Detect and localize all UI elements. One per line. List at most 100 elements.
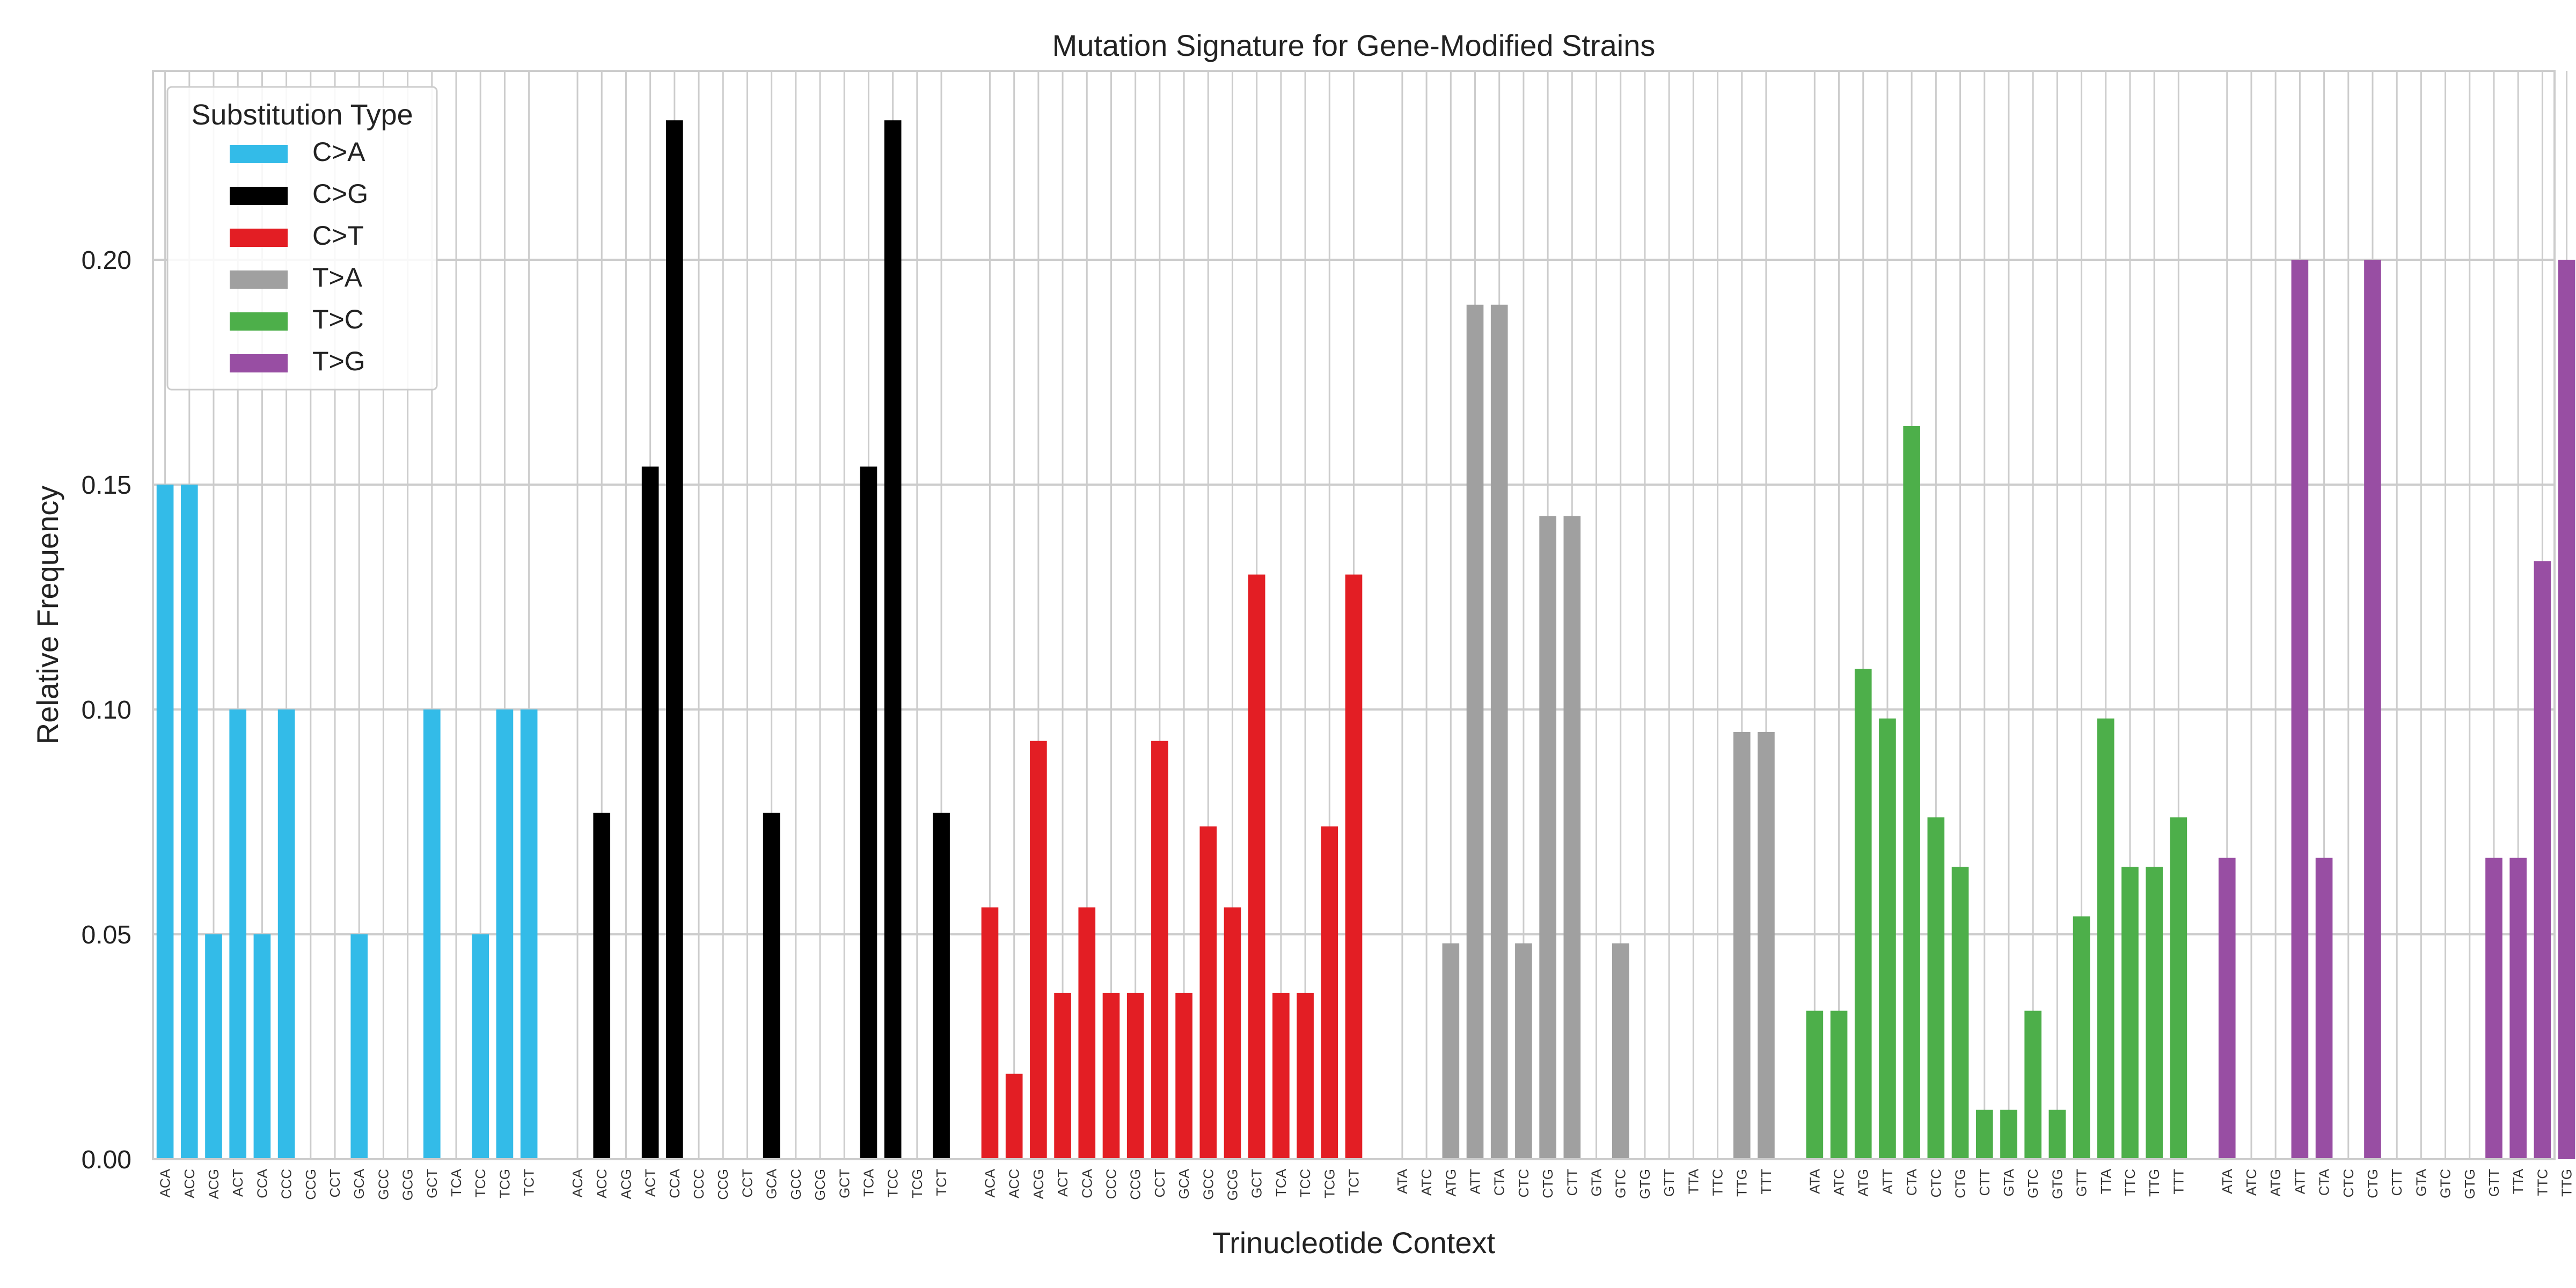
x-tick-label: GTA [2413,1168,2429,1196]
y-axis-label: Relative Frequency [31,486,64,744]
bar-C>T-ACG [1030,741,1047,1159]
x-tick-label: ACA [982,1168,998,1197]
bar-T>C-TTC [2121,867,2139,1159]
x-tick-label: CTA [2316,1168,2332,1196]
x-tick-label: CCG [715,1169,731,1200]
legend: Substitution Type C>A C>G C>T T>A T>C T>G [166,86,438,391]
x-tick-label: GCA [1176,1168,1192,1199]
bar-C>G-CCA [666,120,683,1159]
x-tick-label: TTA [2510,1168,2526,1194]
bar-C>T-ACA [981,907,999,1159]
bar-C>G-TCT [933,813,950,1159]
bar-C>A-CCA [253,934,271,1159]
bar-C>T-TCC [1297,992,1314,1159]
bar-C>T-TCA [1272,992,1290,1159]
x-tick-label: ACG [1030,1169,1046,1199]
x-tick-label: GCA [351,1168,367,1199]
x-tick-label: CTT [2389,1169,2405,1196]
x-tick-label: CTG [1540,1169,1556,1198]
x-tick-label: TCT [1346,1169,1362,1196]
legend-label-T>G: T>G [312,346,365,376]
x-tick-label: TCA [448,1168,464,1197]
bar-T>G-TTC [2534,561,2551,1159]
x-tick-label: ATG [1855,1169,1871,1197]
bar-T>A-CTC [1515,943,1532,1159]
x-tick-label: CTG [2365,1169,2381,1198]
bar-T>C-TTT [2170,817,2187,1159]
bar-T>C-GTT [2073,916,2090,1159]
y-tick-label: 0.05 [82,921,131,949]
bars [156,120,2575,1160]
x-tick-label: ATC [1418,1169,1435,1196]
x-tick-label: ACT [1055,1169,1071,1197]
x-tick-label: CTC [1516,1169,1532,1197]
legend-swatch-T>C [230,312,288,331]
bar-T>C-CTC [1927,817,1945,1159]
bar-T>C-ATT [1879,718,1896,1159]
x-tick-label: TCC [472,1169,488,1197]
bar-T>A-ATG [1442,943,1460,1159]
bar-C>T-CCT [1151,741,1168,1159]
x-tick-label: TCA [860,1168,876,1197]
x-tick-label: ATT [2292,1169,2308,1194]
bar-C>A-ACA [156,484,174,1159]
bar-T>G-CTA [2315,858,2333,1159]
x-tick-label: ATA [1806,1168,1823,1194]
x-tick-label: CTG [1952,1169,1968,1198]
y-tick-label: 0.00 [82,1146,131,1174]
x-tick-label: GTG [1637,1169,1653,1199]
x-tick-label: ACG [618,1169,634,1199]
x-tick-label: ACA [569,1168,586,1197]
bar-T>G-ATA [2218,858,2236,1159]
bar-C>T-GCC [1199,826,1217,1159]
grid-lines [153,71,2568,1160]
x-tick-label: CCC [691,1169,707,1199]
bar-C>T-CCA [1078,907,1096,1159]
legend-swatch-C>G [230,187,288,205]
legend-box [166,86,438,391]
x-tick-label: CCC [279,1169,295,1199]
x-tick-label: GCT [424,1169,440,1198]
bar-T>C-GTC [2024,1011,2041,1159]
x-tick-label: GCC [375,1169,391,1200]
x-tick-label: CCT [739,1169,755,1198]
bar-C>G-ACC [593,813,611,1159]
y-tick-label: 0.10 [82,696,131,724]
bar-C>G-TCC [884,120,902,1159]
bar-C>T-GCG [1224,907,1241,1159]
x-tick-label: GTT [1661,1169,1677,1197]
plot-frame [152,70,2556,1160]
x-tick-label: CTC [2340,1169,2357,1197]
bar-T>C-ATA [1806,1011,1824,1159]
x-tick-label: ATT [1467,1169,1483,1194]
x-tick-label: ATT [1879,1169,1896,1194]
legend-label-C>A: C>A [312,137,365,167]
x-tick-label: ATA [2219,1168,2235,1194]
x-tick-label: GCG [400,1169,416,1201]
x-tick-label: ACC [181,1169,197,1198]
bar-C>A-ACC [180,484,198,1159]
x-tick-label: TCG [496,1169,513,1198]
x-tick-label: GCT [836,1169,852,1198]
bar-T>C-ATC [1830,1011,1848,1159]
x-tick-label: GCG [1224,1169,1240,1201]
bar-C>A-GCA [350,934,368,1159]
x-tick-label: CCC [1103,1169,1119,1199]
bar-T>C-CTG [1951,867,1969,1159]
x-tick-label: GCG [812,1169,828,1201]
x-tick-label: TCT [933,1169,949,1196]
legend-swatch-C>T [230,229,288,247]
bar-C>A-ACG [205,934,222,1159]
bar-T>A-CTG [1539,516,1556,1159]
x-tick-label: GTC [2025,1169,2041,1198]
legend-label-C>G: C>G [312,179,368,209]
x-tick-label: TTA [2098,1168,2114,1194]
bar-C>T-GCA [1175,992,1192,1159]
x-tick-label: CCA [254,1168,270,1198]
x-tick-label: GTT [2074,1169,2090,1197]
x-tick-label: ATC [2243,1169,2259,1196]
x-tick-label: TTG [2559,1169,2575,1197]
x-tick-label: TCG [909,1169,925,1198]
x-tick-label: TCT [521,1169,537,1196]
